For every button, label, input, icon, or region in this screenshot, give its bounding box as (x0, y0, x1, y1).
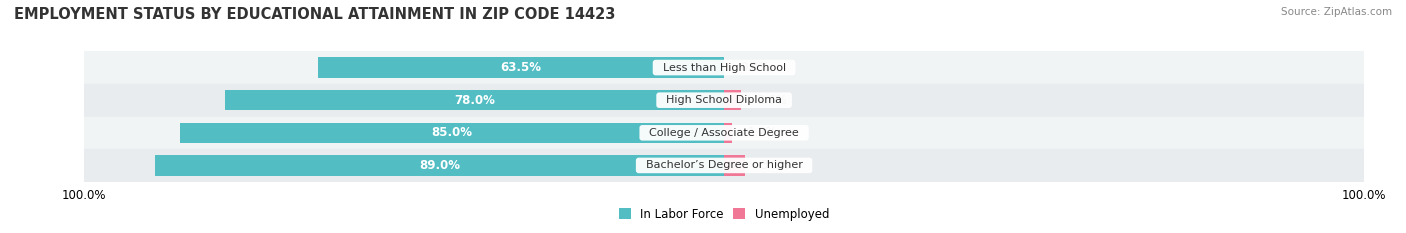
Text: 0.0%: 0.0% (740, 61, 769, 74)
Text: EMPLOYMENT STATUS BY EDUCATIONAL ATTAINMENT IN ZIP CODE 14423: EMPLOYMENT STATUS BY EDUCATIONAL ATTAINM… (14, 7, 616, 22)
Bar (84, 116, 1364, 149)
Text: 2.6%: 2.6% (756, 94, 786, 107)
Bar (724, 155, 745, 175)
Bar (84, 51, 1364, 84)
Bar (318, 58, 724, 78)
Bar (724, 90, 741, 110)
Text: 78.0%: 78.0% (454, 94, 495, 107)
Text: 89.0%: 89.0% (419, 159, 460, 172)
Legend: In Labor Force, Unemployed: In Labor Force, Unemployed (614, 203, 834, 225)
Text: 1.2%: 1.2% (748, 126, 778, 139)
Text: High School Diploma: High School Diploma (659, 95, 789, 105)
Text: College / Associate Degree: College / Associate Degree (643, 128, 806, 138)
Text: 63.5%: 63.5% (501, 61, 541, 74)
Bar (84, 149, 1364, 182)
Text: 85.0%: 85.0% (432, 126, 472, 139)
Bar (225, 90, 724, 110)
Bar (155, 155, 724, 175)
Bar (724, 123, 731, 143)
Bar (180, 123, 724, 143)
Text: Source: ZipAtlas.com: Source: ZipAtlas.com (1281, 7, 1392, 17)
Text: Less than High School: Less than High School (655, 63, 793, 72)
Text: 3.2%: 3.2% (761, 159, 790, 172)
Bar (84, 84, 1364, 116)
Text: Bachelor’s Degree or higher: Bachelor’s Degree or higher (638, 161, 810, 170)
